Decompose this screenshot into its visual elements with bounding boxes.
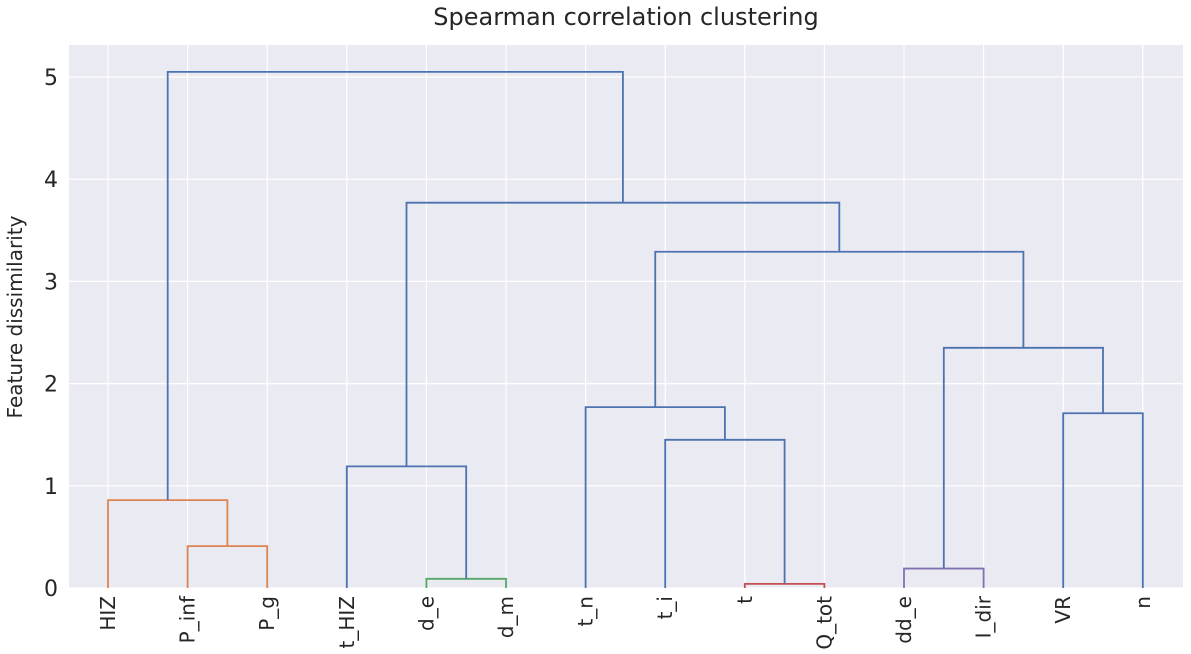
leaf-label-P_g: P_g [255,596,279,631]
y-tick-label: 2 [44,373,58,398]
leaf-label-t_n: t_n [574,596,598,627]
leaf-label-d_e: d_e [414,596,438,631]
y-tick-labels: 0 1 2 3 4 5 [44,66,58,602]
leaf-label-t_i: t_i [653,596,677,619]
chart-title: Spearman correlation clustering [433,3,818,31]
leaf-label-n: n [1131,596,1155,609]
y-tick-label: 4 [44,168,58,193]
leaf-label-d_m: d_m [494,596,518,638]
leaf-label-HIZ: HIZ [96,596,120,631]
leaf-label-dd_e: dd_e [892,596,916,644]
leaf-label-P_inf: P_inf [176,595,200,643]
y-tick-label: 3 [44,270,58,295]
x-tick-labels: HIZ P_inf P_g t_HIZ d_e d_m t_n t_i t Q_tot dd_e I_… [96,595,1155,650]
leaf-label-I_dir: I_dir [972,595,996,638]
y-axis-label: Feature dissimilarity [3,215,27,418]
y-tick-label: 5 [44,66,58,91]
leaf-label-VR: VR [1051,596,1075,624]
leaf-label-Q_tot: Q_tot [812,596,836,650]
dendrogram-links [107,70,1144,588]
plot-background [69,45,1183,588]
dendrogram-link-12 [166,70,624,501]
y-tick-label: 0 [44,577,58,602]
leaf-label-t_HIZ: t_HIZ [335,596,359,648]
y-tick-label: 1 [44,475,58,500]
leaf-label-t: t [733,596,757,604]
